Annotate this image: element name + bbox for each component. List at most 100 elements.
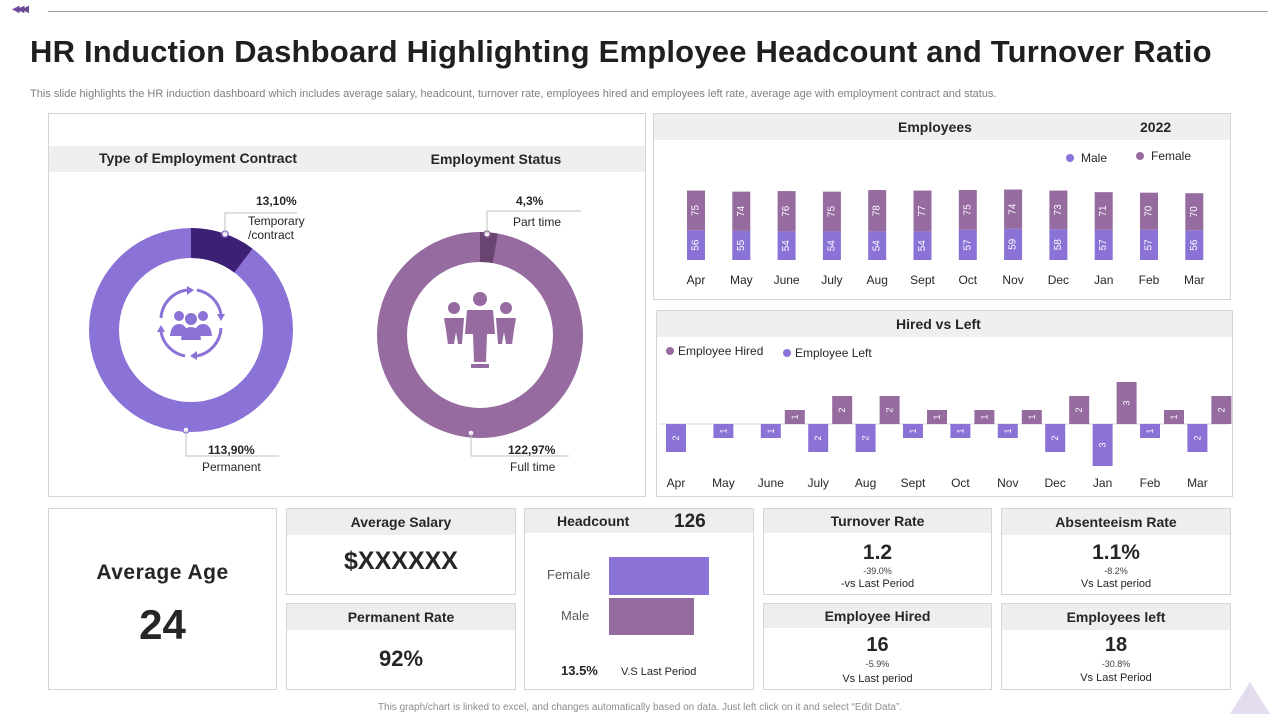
bar-left-nov[interactable] bbox=[997, 424, 1018, 438]
xtick-jan: Jan bbox=[1094, 273, 1113, 287]
label-left-dec: 2 bbox=[1050, 435, 1060, 440]
bar-female-mar[interactable] bbox=[1185, 193, 1204, 231]
bar-left-may[interactable] bbox=[713, 424, 734, 438]
bar-left-aug[interactable] bbox=[855, 424, 876, 452]
xtick-oct: Oct bbox=[958, 273, 977, 287]
permanent-rate-card: Permanent Rate 92% bbox=[286, 603, 516, 690]
bar-left-jan[interactable] bbox=[1092, 424, 1113, 466]
legend-hired-dot bbox=[666, 347, 674, 355]
xtick-june: June bbox=[774, 273, 800, 287]
bar-left-june[interactable] bbox=[760, 424, 781, 438]
xtick-aug: Aug bbox=[867, 273, 888, 287]
bar-female-nov[interactable] bbox=[1004, 189, 1023, 229]
xtick-hl-june: June bbox=[758, 476, 784, 490]
bar-female-july[interactable] bbox=[822, 191, 841, 232]
bar-male-july[interactable] bbox=[822, 231, 841, 260]
label-hired-aug: 2 bbox=[885, 407, 895, 412]
bar-left-july[interactable] bbox=[808, 424, 829, 452]
donut-slice-temporary[interactable] bbox=[191, 228, 253, 273]
bar-hired-oct[interactable] bbox=[974, 410, 995, 424]
team-rotate-icon bbox=[157, 286, 225, 360]
bar-female-feb[interactable] bbox=[1140, 192, 1158, 230]
hired-vs-left-bar-chart: 2 Apr 1 May 1 1 June 2 2 July 2 2 Aug 1 1 Sept 1 1 Oct 1 1 No… bbox=[659, 382, 1232, 490]
label-hired-mar: 2 bbox=[1216, 407, 1226, 412]
label-male-apr: 56 bbox=[691, 239, 702, 251]
legend-female-label: Female bbox=[1151, 149, 1192, 163]
bar-hired-sept[interactable] bbox=[927, 410, 947, 424]
bar-female-may[interactable] bbox=[732, 191, 751, 231]
donut-slice-parttime[interactable] bbox=[480, 232, 498, 263]
xtick-apr: Apr bbox=[687, 273, 706, 287]
xtick-hl-nov: Nov bbox=[997, 476, 1018, 490]
xtick-hl-sept: Sept bbox=[901, 476, 926, 490]
bar-female-aug[interactable] bbox=[868, 190, 887, 232]
headcount-female-bar[interactable] bbox=[609, 557, 709, 595]
label-female-may: 74 bbox=[736, 205, 747, 217]
bar-hired-july[interactable] bbox=[832, 396, 853, 424]
bar-hired-dec[interactable] bbox=[1069, 396, 1090, 424]
page-subtitle: This slide highlights the HR induction d… bbox=[30, 88, 997, 100]
bar-female-apr[interactable] bbox=[687, 190, 705, 231]
bar-hired-mar[interactable] bbox=[1211, 396, 1232, 424]
bar-male-nov[interactable] bbox=[1004, 228, 1023, 260]
headcount-male-bar[interactable] bbox=[609, 598, 695, 635]
xtick-hl-mar: Mar bbox=[1187, 476, 1208, 490]
bar-female-oct[interactable] bbox=[958, 190, 977, 230]
label-left-oct: 1 bbox=[955, 428, 965, 433]
bar-male-mar[interactable] bbox=[1185, 230, 1204, 260]
label-male-oct: 57 bbox=[962, 239, 973, 251]
bar-female-june[interactable] bbox=[777, 191, 796, 232]
bar-hired-june[interactable] bbox=[784, 410, 805, 424]
bar-hired-feb[interactable] bbox=[1164, 410, 1184, 424]
status-parttime-value: 4,3% bbox=[516, 194, 544, 208]
employees-chart-year: 2022 bbox=[1140, 119, 1172, 135]
xtick-feb: Feb bbox=[1139, 273, 1160, 287]
bar-hired-nov[interactable] bbox=[1021, 410, 1042, 424]
bar-left-mar[interactable] bbox=[1187, 424, 1208, 452]
xtick-hl-may: May bbox=[712, 476, 735, 490]
label-male-mar: 56 bbox=[1189, 239, 1200, 251]
label-left-jan: 3 bbox=[1098, 442, 1108, 447]
bar-female-sept[interactable] bbox=[913, 190, 932, 232]
headcount-male-label: Male bbox=[561, 608, 590, 623]
label-hired-nov: 1 bbox=[1027, 414, 1037, 419]
headcount-header-bg bbox=[525, 509, 753, 533]
label-male-feb: 57 bbox=[1144, 239, 1155, 251]
bar-left-oct[interactable] bbox=[950, 424, 971, 438]
bar-left-feb[interactable] bbox=[1140, 424, 1160, 438]
bar-male-feb[interactable] bbox=[1140, 229, 1158, 260]
bar-male-apr[interactable] bbox=[687, 230, 705, 260]
contract-temporary-label-2: /contract bbox=[248, 228, 295, 242]
bar-left-dec[interactable] bbox=[1045, 424, 1066, 452]
bar-male-aug[interactable] bbox=[868, 231, 887, 260]
bar-female-jan[interactable] bbox=[1094, 192, 1113, 230]
headcount-card: Headcount 126 Female Male 13.5% V.S Last… bbox=[524, 508, 754, 690]
bar-left-apr[interactable] bbox=[666, 424, 686, 452]
bar-male-oct[interactable] bbox=[958, 229, 977, 260]
employees-chart-panel: Employees 2022 Male Female 56 75 Apr 55 74 Ma… bbox=[653, 113, 1231, 300]
bar-left-sept[interactable] bbox=[903, 424, 923, 438]
bar-male-jan[interactable] bbox=[1094, 229, 1113, 260]
label-left-july: 2 bbox=[813, 435, 823, 440]
corner-triangle-decoration bbox=[1230, 682, 1270, 714]
permanent-rate-value: 92% bbox=[378, 646, 424, 671]
bar-hired-aug[interactable] bbox=[879, 396, 900, 424]
xtick-sept: Sept bbox=[910, 273, 935, 287]
bar-male-may[interactable] bbox=[732, 230, 751, 260]
bar-male-dec[interactable] bbox=[1049, 229, 1068, 260]
triple-left-arrow-icon[interactable]: ◀◀◀ bbox=[12, 4, 29, 15]
xtick-hl-july: July bbox=[808, 476, 829, 490]
absenteeism-rate-change-label: Vs Last period bbox=[1080, 578, 1152, 590]
legend-male: Male bbox=[1066, 151, 1107, 165]
bar-male-june[interactable] bbox=[777, 231, 796, 260]
xtick-hl-aug: Aug bbox=[855, 476, 876, 490]
average-age-value: 24 bbox=[139, 601, 186, 648]
page-title: HR Induction Dashboard Highlighting Empl… bbox=[30, 34, 1212, 69]
bar-male-sept[interactable] bbox=[913, 231, 932, 260]
absenteeism-rate-value: 1.1% bbox=[1092, 541, 1140, 564]
bar-female-dec[interactable] bbox=[1049, 190, 1068, 230]
label-hired-july: 2 bbox=[837, 407, 847, 412]
legend-left-label: Employee Left bbox=[795, 346, 872, 360]
status-fulltime-label: Full time bbox=[510, 460, 556, 474]
bar-hired-jan[interactable] bbox=[1116, 382, 1137, 424]
